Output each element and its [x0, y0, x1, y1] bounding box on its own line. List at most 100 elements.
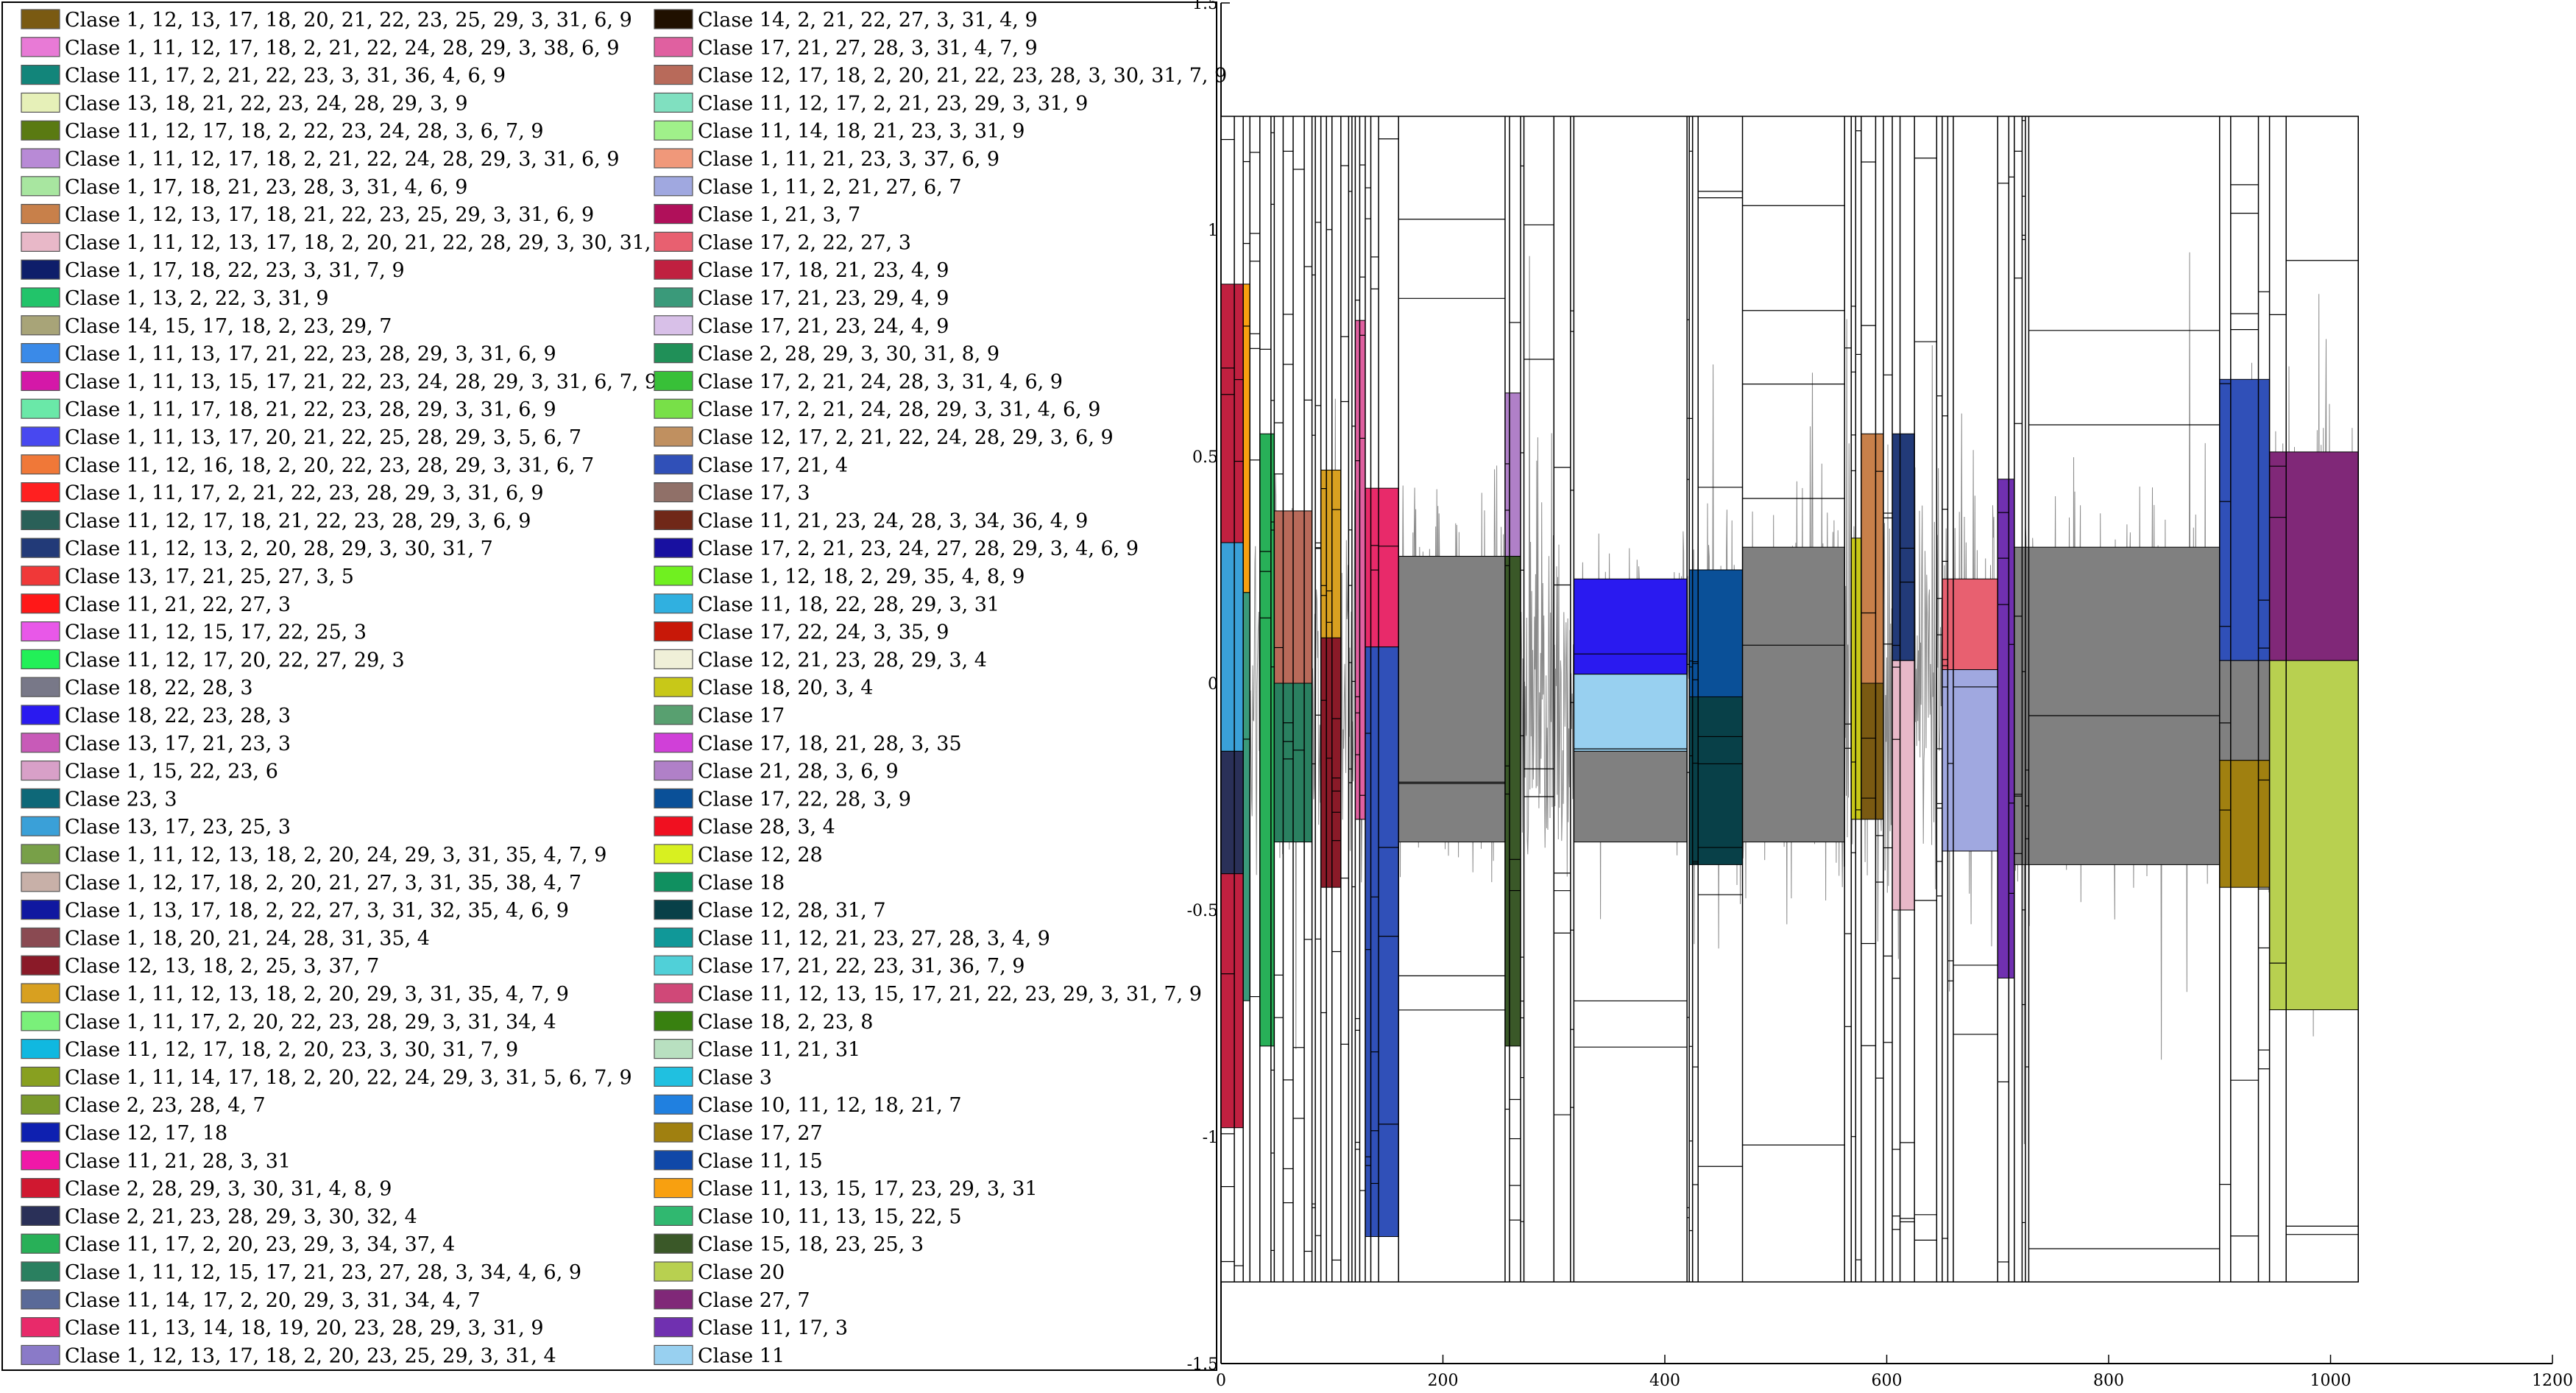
legend-item: Clase 12, 17, 18, 2, 20, 21, 22, 23, 28,…: [654, 65, 1227, 88]
legend-item: Clase 17, 2, 21, 23, 24, 27, 28, 29, 3, …: [654, 537, 1139, 560]
legend-item: Clase 17, 2, 21, 24, 28, 3, 31, 4, 6, 9: [654, 370, 1063, 393]
legend-label: Clase 12, 21, 23, 28, 29, 3, 4: [698, 649, 987, 671]
legend-label: Clase 10, 11, 13, 15, 22, 5: [698, 1205, 962, 1228]
legend-label: Clase 1, 12, 17, 18, 2, 20, 21, 27, 3, 3…: [65, 872, 581, 895]
legend-item: Clase 17, 21, 23, 24, 4, 9: [654, 315, 949, 338]
legend-label: Clase 1, 11, 14, 17, 18, 2, 20, 22, 24, …: [65, 1066, 632, 1089]
legend-label: Clase 1, 12, 13, 17, 18, 21, 22, 23, 25,…: [65, 204, 594, 227]
legend-label: Clase 1, 12, 13, 17, 18, 2, 20, 23, 25, …: [65, 1344, 556, 1367]
x-tick-label: 1200: [2532, 1372, 2573, 1389]
class-block: [1688, 569, 1744, 697]
legend-swatch: [654, 1038, 693, 1059]
legend-item: Clase 11, 14, 17, 2, 20, 29, 3, 31, 34, …: [21, 1289, 481, 1312]
legend-item: Clase 2, 28, 29, 3, 30, 31, 4, 8, 9: [21, 1178, 392, 1201]
legend-label: Clase 11, 21, 28, 3, 31: [65, 1150, 291, 1173]
legend-swatch: [21, 9, 60, 29]
legend-swatch: [21, 733, 60, 753]
legend-label: Clase 1, 15, 22, 23, 6: [65, 761, 278, 783]
legend-label: Clase 13, 17, 21, 25, 27, 3, 5: [65, 565, 354, 588]
legend-label: Clase 11, 13, 14, 18, 19, 20, 23, 28, 29…: [65, 1317, 544, 1340]
legend-swatch: [654, 983, 693, 1004]
legend-swatch: [21, 343, 60, 364]
class-block: [1942, 669, 1998, 852]
legend-label: Clase 17, 22, 24, 3, 35, 9: [698, 621, 949, 644]
legend-item: Clase 1, 11, 12, 17, 18, 2, 21, 22, 24, …: [21, 148, 620, 171]
class-block: [1504, 392, 1521, 557]
legend-item: Clase 1, 11, 13, 17, 21, 22, 23, 28, 29,…: [21, 343, 556, 366]
legend-item: Clase 10, 11, 13, 15, 22, 5: [654, 1205, 962, 1228]
class-block: [1242, 592, 1250, 1001]
class-block: [1861, 683, 1884, 820]
legend-item: Clase 17, 22, 24, 3, 35, 9: [654, 621, 949, 644]
legend-label: Clase 1, 11, 12, 17, 18, 2, 21, 22, 24, …: [65, 148, 620, 171]
legend-label: Clase 1, 11, 2, 21, 27, 6, 7: [698, 176, 962, 199]
legend-item: Clase 11, 21, 22, 27, 3: [21, 593, 291, 616]
legend-swatch: [21, 426, 60, 447]
legend-swatch: [21, 565, 60, 586]
legend-label: Clase 1, 11, 12, 17, 18, 2, 21, 22, 24, …: [65, 37, 620, 60]
legend-label: Clase 21, 28, 3, 6, 9: [698, 761, 899, 783]
legend-label: Clase 18, 20, 3, 4: [698, 677, 873, 699]
legend-swatch: [21, 398, 60, 419]
legend-label: Clase 23, 3: [65, 788, 177, 811]
legend-swatch: [654, 370, 693, 391]
class-block: [1997, 479, 2015, 978]
legend-swatch: [654, 677, 693, 697]
class-block: [1220, 750, 1244, 875]
legend-swatch: [654, 816, 693, 836]
legend-item: Clase 2, 28, 29, 3, 30, 31, 8, 9: [654, 343, 999, 366]
legend-swatch: [21, 1011, 60, 1031]
legend-swatch: [654, 788, 693, 809]
legend-swatch: [21, 1177, 60, 1199]
legend: Clase 1, 12, 13, 17, 18, 20, 21, 22, 23,…: [1, 1, 1227, 1371]
legend-item: Clase 17, 21, 22, 23, 31, 36, 7, 9: [654, 955, 1025, 978]
legend-item: Clase 10, 11, 12, 18, 21, 7: [654, 1094, 962, 1117]
legend-item: Clase 12, 28, 31, 7: [654, 900, 886, 923]
legend-swatch: [654, 120, 693, 141]
legend-swatch: [654, 955, 693, 976]
legend-item: Clase 11, 17, 2, 20, 23, 29, 3, 34, 37, …: [21, 1233, 455, 1256]
legend-item: Clase 1, 11, 12, 13, 18, 2, 20, 24, 29, …: [21, 844, 606, 867]
legend-swatch: [21, 649, 60, 670]
legend-item: Clase 1, 11, 12, 13, 18, 2, 20, 29, 3, 3…: [21, 983, 569, 1006]
legend-label: Clase 11, 14, 18, 21, 23, 3, 31, 9: [698, 120, 1025, 143]
legend-item: Clase 12, 28: [654, 844, 823, 867]
legend-item: Clase 17, 21, 23, 29, 4, 9: [654, 287, 949, 310]
legend-label: Clase 14, 15, 17, 18, 2, 23, 29, 7: [65, 315, 392, 338]
legend-item: Clase 1, 11, 12, 15, 17, 21, 23, 27, 28,…: [21, 1261, 581, 1284]
legend-swatch: [21, 844, 60, 864]
legend-item: Clase 11, 12, 17, 18, 21, 22, 23, 28, 29…: [21, 509, 531, 532]
legend-label: Clase 1, 11, 17, 18, 21, 22, 23, 28, 29,…: [65, 398, 556, 421]
legend-label: Clase 11, 15: [698, 1150, 823, 1173]
legend-item: Clase 11, 12, 13, 15, 17, 21, 22, 23, 29…: [654, 983, 1202, 1006]
legend-item: Clase 11, 17, 2, 21, 22, 23, 3, 31, 36, …: [21, 65, 506, 88]
legend-swatch: [21, 1066, 60, 1087]
legend-item: Clase 11, 21, 23, 24, 28, 3, 34, 36, 4, …: [654, 509, 1088, 532]
legend-swatch: [654, 872, 693, 892]
legend-label: Clase 1, 11, 21, 23, 3, 37, 6, 9: [698, 148, 999, 171]
legend-label: Clase 1, 12, 18, 2, 29, 35, 4, 8, 9: [698, 565, 1025, 588]
legend-swatch: [654, 398, 693, 419]
legend-label: Clase 3: [698, 1066, 772, 1089]
legend-swatch: [21, 788, 60, 809]
y-tick-label: 0.5: [1192, 448, 1218, 467]
legend-item: Clase 11, 13, 15, 17, 23, 29, 3, 31: [654, 1178, 1038, 1201]
class-block: [1573, 674, 1688, 752]
legend-swatch: [21, 482, 60, 503]
legend-label: Clase 17: [698, 705, 785, 727]
legend-label: Clase 18: [698, 872, 785, 895]
legend-label: Clase 13, 17, 23, 25, 3: [65, 816, 291, 839]
legend-item: Clase 1, 12, 17, 18, 2, 20, 21, 27, 3, 3…: [21, 872, 581, 895]
legend-label: Clase 20: [698, 1261, 785, 1284]
legend-swatch: [21, 1122, 60, 1143]
legend-label: Clase 17, 3: [698, 482, 810, 505]
legend-swatch: [654, 1205, 693, 1227]
legend-label: Clase 17, 2, 21, 23, 24, 27, 28, 29, 3, …: [698, 537, 1139, 560]
legend-item: Clase 1, 11, 21, 23, 3, 37, 6, 9: [654, 148, 999, 171]
legend-item: Clase 11, 12, 13, 2, 20, 28, 29, 3, 30, …: [21, 537, 493, 560]
class-block: [1259, 433, 1275, 1047]
legend-label: Clase 11, 12, 17, 20, 22, 27, 29, 3: [65, 649, 405, 671]
legend-label: Clase 2, 28, 29, 3, 30, 31, 4, 8, 9: [65, 1178, 392, 1201]
legend-swatch: [21, 621, 60, 642]
legend-swatch: [654, 565, 693, 586]
